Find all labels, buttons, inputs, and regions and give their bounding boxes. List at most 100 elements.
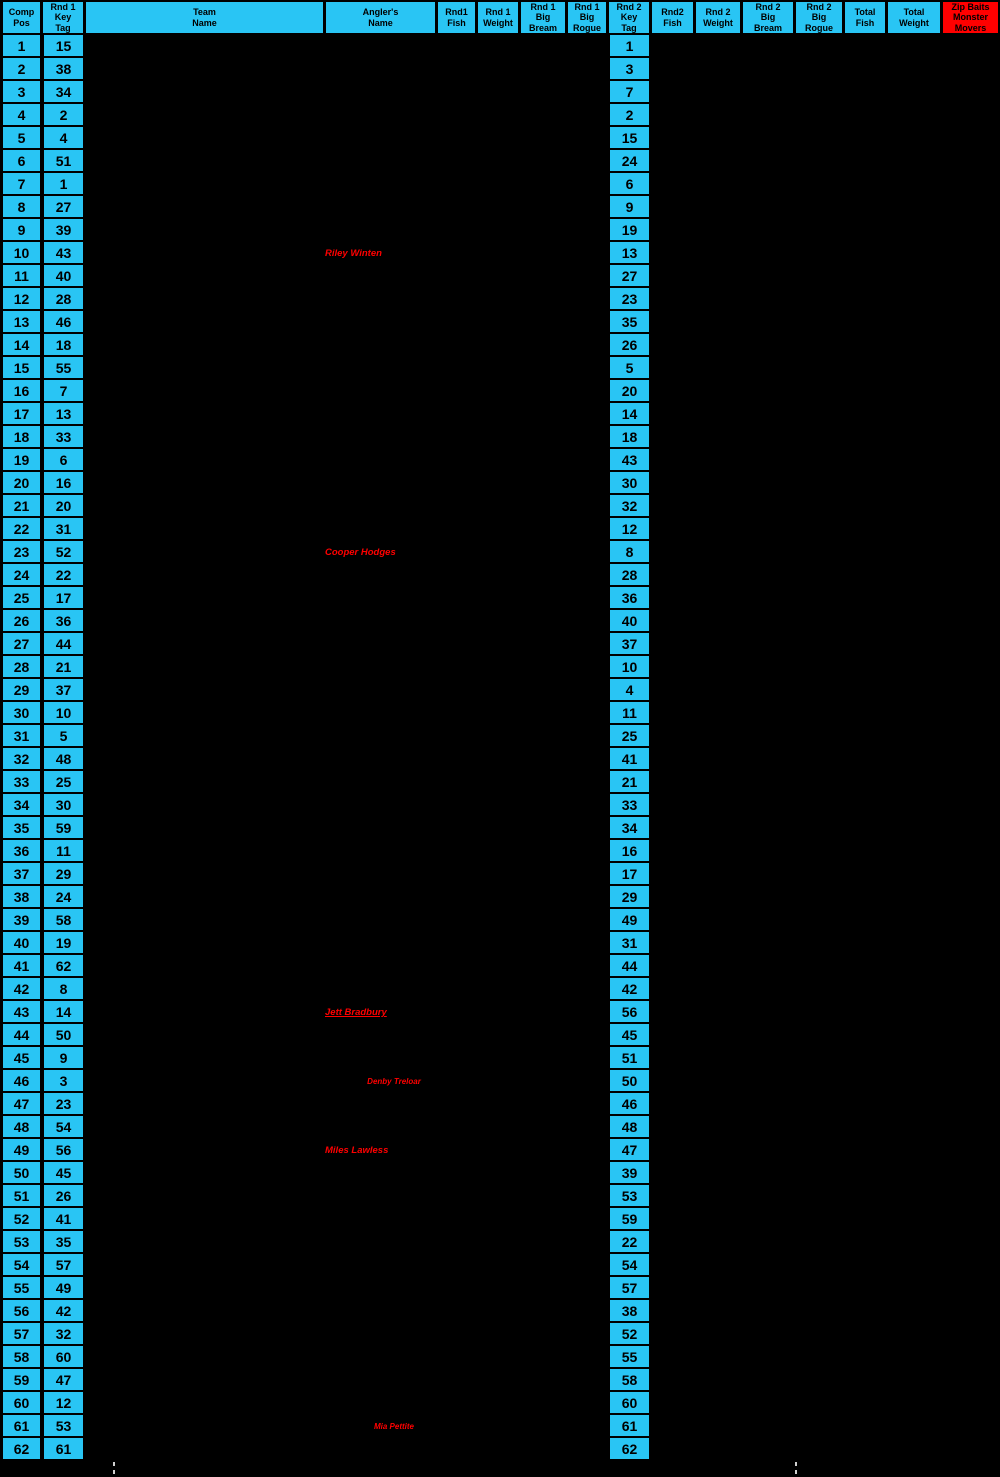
cell-rnd1-big-rogue[interactable] xyxy=(567,472,608,495)
cell-comp-pos[interactable]: 58 xyxy=(0,1346,42,1369)
header-rnd2-fish[interactable]: Rnd2 Fish xyxy=(651,0,695,35)
cell-team-name[interactable] xyxy=(85,127,325,150)
cell-rnd1-key-tag[interactable]: 38 xyxy=(42,58,85,81)
cell-total-weight[interactable] xyxy=(887,1208,942,1231)
cell-rnd1-big-rogue[interactable] xyxy=(567,518,608,541)
cell-rnd1-big-bream[interactable] xyxy=(520,81,567,104)
cell-rnd1-big-rogue[interactable] xyxy=(567,265,608,288)
cell-rnd1-fish[interactable] xyxy=(437,1185,477,1208)
cell-rnd1-big-rogue[interactable] xyxy=(567,1185,608,1208)
cell-rnd1-big-rogue[interactable] xyxy=(567,495,608,518)
cell-team-name[interactable] xyxy=(85,909,325,932)
cell-rnd2-big-bream[interactable] xyxy=(742,748,795,771)
cell-rnd2-fish[interactable] xyxy=(651,564,695,587)
cell-rnd2-big-rogue[interactable] xyxy=(795,886,844,909)
cell-rnd2-weight[interactable] xyxy=(695,679,742,702)
cell-rnd1-key-tag[interactable]: 47 xyxy=(42,1369,85,1392)
cell-rnd2-big-bream[interactable] xyxy=(742,35,795,58)
cell-rnd2-big-rogue[interactable] xyxy=(795,1346,844,1369)
cell-angler-name[interactable] xyxy=(325,1231,437,1254)
cell-comp-pos[interactable]: 30 xyxy=(0,702,42,725)
cell-rnd1-weight[interactable] xyxy=(477,1254,520,1277)
cell-total-fish[interactable] xyxy=(844,955,887,978)
cell-rnd2-big-rogue[interactable] xyxy=(795,1070,844,1093)
cell-rnd2-big-bream[interactable] xyxy=(742,656,795,679)
cell-rnd2-big-bream[interactable] xyxy=(742,1392,795,1415)
cell-rnd1-big-bream[interactable] xyxy=(520,518,567,541)
cell-comp-pos[interactable]: 44 xyxy=(0,1024,42,1047)
cell-rnd2-big-bream[interactable] xyxy=(742,1254,795,1277)
cell-comp-pos[interactable]: 50 xyxy=(0,1162,42,1185)
cell-rnd1-fish[interactable] xyxy=(437,886,477,909)
cell-rnd2-big-bream[interactable] xyxy=(742,1300,795,1323)
cell-rnd2-big-rogue[interactable] xyxy=(795,771,844,794)
cell-rnd1-big-rogue[interactable] xyxy=(567,1438,608,1461)
cell-rnd2-big-rogue[interactable] xyxy=(795,564,844,587)
cell-total-fish[interactable] xyxy=(844,518,887,541)
cell-team-name[interactable] xyxy=(85,357,325,380)
cell-team-name[interactable] xyxy=(85,1300,325,1323)
cell-rnd2-weight[interactable] xyxy=(695,104,742,127)
cell-rnd1-big-rogue[interactable] xyxy=(567,196,608,219)
cell-rnd2-big-bream[interactable] xyxy=(742,863,795,886)
cell-rnd1-fish[interactable] xyxy=(437,449,477,472)
cell-rnd2-fish[interactable] xyxy=(651,1162,695,1185)
cell-rnd1-big-bream[interactable] xyxy=(520,334,567,357)
cell-rnd1-key-tag[interactable]: 5 xyxy=(42,725,85,748)
cell-rnd1-big-bream[interactable] xyxy=(520,1024,567,1047)
cell-team-name[interactable] xyxy=(85,633,325,656)
cell-rnd1-key-tag[interactable]: 22 xyxy=(42,564,85,587)
cell-rnd2-big-rogue[interactable] xyxy=(795,334,844,357)
cell-rnd2-weight[interactable] xyxy=(695,1300,742,1323)
cell-rnd2-big-bream[interactable] xyxy=(742,679,795,702)
cell-rnd2-big-bream[interactable] xyxy=(742,978,795,1001)
cell-rnd1-weight[interactable] xyxy=(477,1093,520,1116)
cell-angler-name[interactable] xyxy=(325,840,437,863)
cell-rnd2-fish[interactable] xyxy=(651,656,695,679)
cell-rnd1-big-rogue[interactable] xyxy=(567,725,608,748)
cell-rnd2-key-tag[interactable]: 40 xyxy=(608,610,651,633)
cell-rnd1-weight[interactable] xyxy=(477,978,520,1001)
cell-rnd1-big-bream[interactable] xyxy=(520,265,567,288)
cell-rnd2-key-tag[interactable]: 44 xyxy=(608,955,651,978)
cell-rnd1-fish[interactable] xyxy=(437,1139,477,1162)
cell-rnd2-weight[interactable] xyxy=(695,1093,742,1116)
cell-team-name[interactable] xyxy=(85,541,325,564)
cell-rnd2-key-tag[interactable]: 11 xyxy=(608,702,651,725)
cell-rnd1-big-bream[interactable] xyxy=(520,886,567,909)
cell-rnd1-weight[interactable] xyxy=(477,35,520,58)
cell-zip-baits-monster-movers[interactable] xyxy=(942,748,1000,771)
cell-rnd1-weight[interactable] xyxy=(477,173,520,196)
cell-rnd1-big-rogue[interactable] xyxy=(567,1392,608,1415)
cell-rnd1-weight[interactable] xyxy=(477,748,520,771)
cell-rnd1-key-tag[interactable]: 10 xyxy=(42,702,85,725)
cell-rnd2-big-bream[interactable] xyxy=(742,495,795,518)
cell-rnd2-key-tag[interactable]: 36 xyxy=(608,587,651,610)
cell-rnd2-big-rogue[interactable] xyxy=(795,587,844,610)
cell-total-fish[interactable] xyxy=(844,1185,887,1208)
cell-rnd2-fish[interactable] xyxy=(651,196,695,219)
cell-total-weight[interactable] xyxy=(887,1070,942,1093)
cell-rnd1-fish[interactable] xyxy=(437,1415,477,1438)
cell-rnd2-weight[interactable] xyxy=(695,702,742,725)
cell-rnd1-key-tag[interactable]: 8 xyxy=(42,978,85,1001)
cell-rnd2-big-bream[interactable] xyxy=(742,886,795,909)
cell-rnd2-key-tag[interactable]: 15 xyxy=(608,127,651,150)
cell-rnd1-fish[interactable] xyxy=(437,173,477,196)
cell-rnd2-big-rogue[interactable] xyxy=(795,817,844,840)
cell-zip-baits-monster-movers[interactable] xyxy=(942,449,1000,472)
cell-rnd2-big-bream[interactable] xyxy=(742,380,795,403)
cell-rnd2-fish[interactable] xyxy=(651,1300,695,1323)
cell-rnd1-big-bream[interactable] xyxy=(520,633,567,656)
cell-total-fish[interactable] xyxy=(844,771,887,794)
cell-rnd1-big-bream[interactable] xyxy=(520,1162,567,1185)
cell-rnd1-key-tag[interactable]: 13 xyxy=(42,403,85,426)
cell-total-fish[interactable] xyxy=(844,426,887,449)
cell-total-fish[interactable] xyxy=(844,242,887,265)
cell-team-name[interactable] xyxy=(85,426,325,449)
cell-angler-name[interactable] xyxy=(325,1346,437,1369)
cell-rnd2-fish[interactable] xyxy=(651,978,695,1001)
cell-rnd1-weight[interactable] xyxy=(477,886,520,909)
cell-rnd2-big-rogue[interactable] xyxy=(795,104,844,127)
cell-rnd1-key-tag[interactable]: 58 xyxy=(42,909,85,932)
